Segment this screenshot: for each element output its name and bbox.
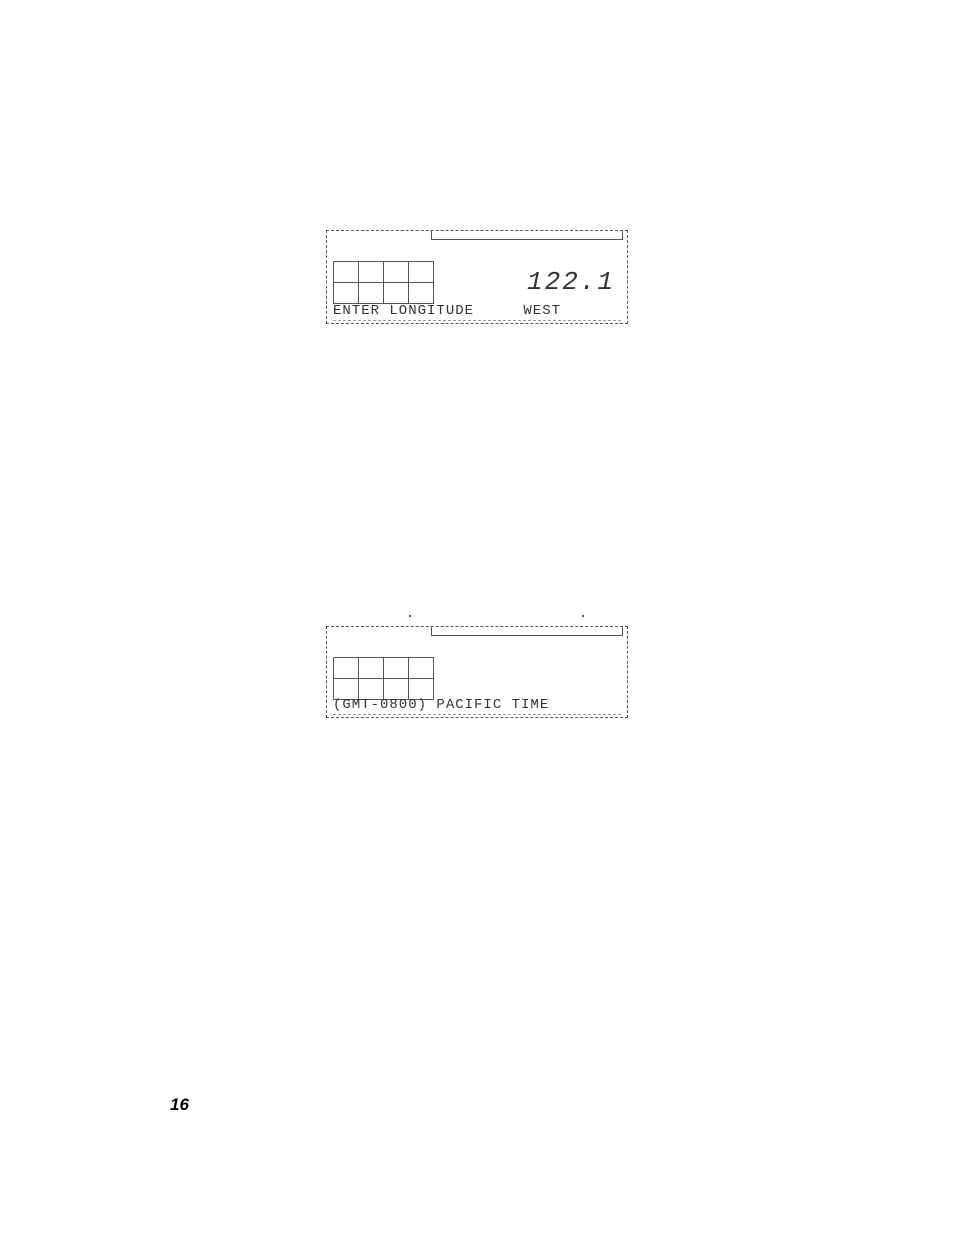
ticker-left: (GMT-0800) PACIFIC TIME [333, 697, 549, 713]
lcd-panel-timezone: (GMT-0800) PACIFIC TIME [326, 626, 628, 718]
page-number: 16 [170, 1095, 189, 1115]
lcd-grid [333, 261, 434, 304]
lcd-value: 122.1 [527, 267, 615, 297]
panel-decoration [622, 231, 623, 239]
dot-decoration [582, 615, 584, 617]
panel-decoration [622, 627, 623, 635]
lcd-ticker: (GMT-0800) PACIFIC TIME [333, 697, 621, 715]
panel-decoration [431, 635, 623, 636]
ticker-right: WEST [523, 303, 561, 319]
ticker-left: ENTER LONGITUDE [333, 303, 474, 319]
panel-decoration [431, 231, 432, 239]
lcd-grid [333, 657, 434, 700]
dot-decoration [409, 615, 411, 617]
panel-decoration [431, 627, 432, 635]
lcd-ticker: ENTER LONGITUDE WEST [333, 303, 621, 321]
lcd-panel-longitude: 122.1 ENTER LONGITUDE WEST [326, 230, 628, 324]
panel-decoration [431, 239, 623, 240]
